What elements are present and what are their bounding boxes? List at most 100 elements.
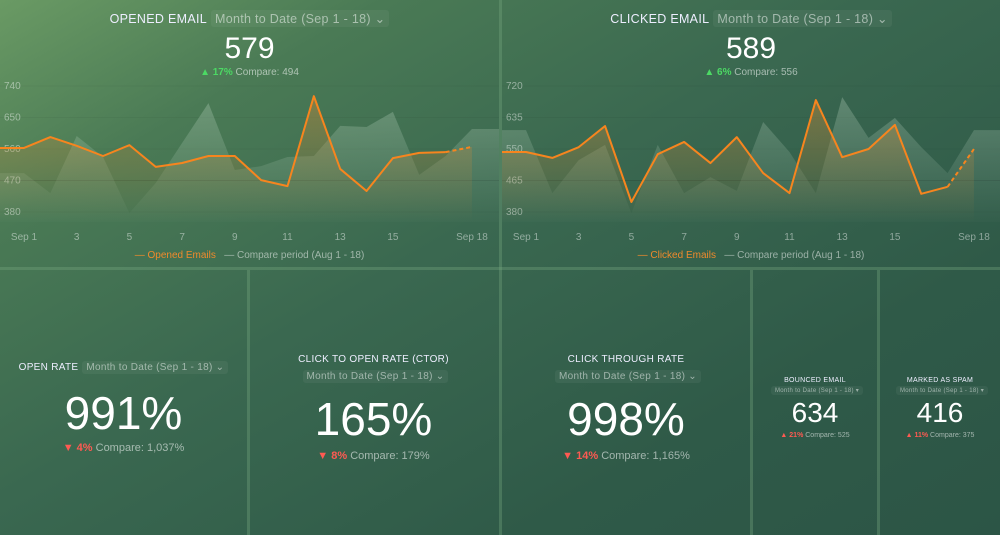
x-tick-label: 13 bbox=[837, 232, 849, 243]
change-percent: 14% bbox=[576, 450, 599, 462]
main-series-projection bbox=[946, 148, 975, 188]
legend-compare[interactable]: — Compare period (Aug 1 - 18) bbox=[724, 250, 865, 261]
compare-value: Compare: 525 bbox=[805, 432, 850, 439]
chevron-down-icon: ⌄ bbox=[435, 371, 445, 382]
x-tick-label: 9 bbox=[232, 232, 238, 243]
compare-value: Compare: 1,165% bbox=[601, 450, 690, 462]
metric-value: 991% bbox=[64, 387, 183, 439]
change-percent: 4% bbox=[76, 442, 93, 454]
x-tick-label: Sep 18 bbox=[456, 232, 488, 243]
legend-compare-label: Compare period (Aug 1 - 18) bbox=[737, 250, 865, 261]
period-dropdown[interactable]: Month to Date (Sep 1 - 18) ⌄ bbox=[211, 10, 390, 27]
triangle-down-icon: ▼ bbox=[62, 442, 74, 454]
metric-value: 589 bbox=[725, 32, 777, 65]
metric-value: 579 bbox=[224, 32, 275, 65]
period-label: Month to Date (Sep 1 - 18) bbox=[899, 388, 979, 394]
triangle-up-icon: ▲ bbox=[780, 432, 788, 439]
period-label: Month to Date (Sep 1 - 18) bbox=[215, 12, 371, 26]
main-series-line bbox=[0, 95, 446, 192]
metric-value: 998% bbox=[567, 393, 685, 445]
period-label: Month to Date (Sep 1 - 18) bbox=[559, 371, 686, 382]
chevron-down-icon: ⌄ bbox=[876, 12, 888, 26]
change-percent: 11% bbox=[914, 432, 929, 439]
x-tick-label: 5 bbox=[629, 232, 635, 243]
legend-main[interactable]: — Opened Emails bbox=[134, 250, 216, 261]
change-percent: 17% bbox=[212, 67, 233, 78]
legend-main[interactable]: — Clicked Emails bbox=[637, 250, 716, 261]
x-tick-label: 15 bbox=[889, 232, 901, 243]
period-label: Month to Date (Sep 1 - 18) bbox=[86, 362, 213, 373]
x-tick-label: 3 bbox=[576, 232, 582, 243]
legend-main-label: Opened Emails bbox=[147, 250, 216, 261]
period-dropdown[interactable]: Month to Date (Sep 1 - 18) ▾ bbox=[770, 386, 864, 395]
click-through-rate-widget: CLICK THROUGH RATE Month to Date (Sep 1 -… bbox=[502, 270, 750, 535]
x-tick-label: Sep 18 bbox=[958, 232, 990, 243]
chevron-down-icon: ⌄ bbox=[374, 12, 386, 26]
x-tick-label: 11 bbox=[282, 232, 293, 243]
x-tick-label: 11 bbox=[784, 232, 795, 243]
y-tick-label: 635 bbox=[506, 113, 523, 124]
legend-compare-label: Compare period (Aug 1 - 18) bbox=[236, 250, 365, 261]
main-area bbox=[502, 100, 974, 222]
chevron-down-icon: ⌄ bbox=[215, 362, 225, 373]
period-dropdown[interactable]: Month to Date (Sep 1 - 18) ⌄ bbox=[555, 370, 701, 383]
chevron-down-icon: ▾ bbox=[855, 388, 860, 394]
change-percent: 6% bbox=[717, 67, 732, 78]
period-dropdown[interactable]: Month to Date (Sep 1 - 18) ⌄ bbox=[713, 10, 892, 27]
y-tick-label: 720 bbox=[506, 81, 523, 92]
legend-main-label: Clicked Emails bbox=[650, 250, 716, 261]
divider bbox=[499, 0, 502, 535]
triangle-up-icon: ▲ bbox=[704, 67, 715, 78]
chevron-down-icon: ⌄ bbox=[688, 371, 697, 382]
period-dropdown[interactable]: Month to Date (Sep 1 - 18) ⌄ bbox=[302, 370, 449, 383]
ctor-widget: CLICK TO OPEN RATE (CTOR) Month to Date (… bbox=[250, 270, 497, 535]
compare-value: Compare: 494 bbox=[235, 67, 299, 78]
change-percent: 21% bbox=[789, 432, 804, 439]
main-series-projection bbox=[445, 145, 473, 154]
y-tick-label: 740 bbox=[4, 81, 21, 92]
x-tick-label: 5 bbox=[127, 232, 133, 243]
period-dropdown[interactable]: Month to Date (Sep 1 - 18) ▾ bbox=[895, 386, 989, 395]
compare-value: Compare: 375 bbox=[930, 432, 975, 439]
widget-title: CLICKED EMAIL bbox=[610, 12, 710, 26]
clicked-email-widget: CLICKED EMAIL Month to Date (Sep 1 - 18) … bbox=[502, 0, 1000, 267]
opened-email-widget: OPENED EMAIL Month to Date (Sep 1 - 18) ⌄… bbox=[0, 0, 499, 267]
widget-title: MARKED AS SPAM bbox=[906, 377, 974, 384]
compare-value: Compare: 179% bbox=[350, 450, 430, 462]
metric-value: 165% bbox=[314, 393, 433, 445]
triangle-down-icon: ▼ bbox=[317, 450, 329, 462]
x-tick-label: 15 bbox=[387, 232, 399, 243]
triangle-up-icon: ▲ bbox=[905, 432, 913, 439]
chevron-down-icon: ▾ bbox=[980, 388, 985, 394]
period-label: Month to Date (Sep 1 - 18) bbox=[306, 371, 433, 382]
triangle-up-icon: ▲ bbox=[200, 67, 210, 78]
period-dropdown[interactable]: Month to Date (Sep 1 - 18) ⌄ bbox=[82, 361, 229, 374]
widget-title: CLICK TO OPEN RATE (CTOR) bbox=[298, 354, 449, 365]
x-tick-label: 13 bbox=[335, 232, 347, 243]
widget-title: CLICK THROUGH RATE bbox=[567, 354, 685, 365]
compare-value: Compare: 1,037% bbox=[95, 442, 185, 454]
widget-title: OPEN RATE bbox=[18, 362, 79, 373]
widget-title: OPENED EMAIL bbox=[109, 12, 207, 26]
y-tick-label: 650 bbox=[4, 113, 21, 124]
marked-as-spam-widget: MARKED AS SPAM Month to Date (Sep 1 - 18)… bbox=[880, 270, 1000, 535]
legend-compare[interactable]: — Compare period (Aug 1 - 18) bbox=[224, 250, 365, 261]
x-tick-label: 9 bbox=[734, 232, 740, 243]
period-label: Month to Date (Sep 1 - 18) bbox=[717, 12, 874, 26]
divider bbox=[0, 267, 1000, 270]
period-label: Month to Date (Sep 1 - 18) bbox=[774, 388, 854, 394]
divider bbox=[750, 270, 753, 535]
x-tick-label: 7 bbox=[179, 232, 185, 243]
triangle-down-icon: ▼ bbox=[562, 450, 574, 462]
x-tick-label: 3 bbox=[74, 232, 80, 243]
open-rate-widget: OPEN RATE Month to Date (Sep 1 - 18) ⌄ 99… bbox=[0, 270, 247, 535]
x-tick-label: Sep 1 bbox=[513, 232, 540, 243]
change-percent: 8% bbox=[331, 450, 348, 462]
compare-value: Compare: 556 bbox=[734, 67, 798, 78]
main-area bbox=[0, 96, 472, 222]
metric-value: 416 bbox=[916, 397, 964, 428]
main-series-line bbox=[502, 99, 948, 203]
divider bbox=[877, 270, 880, 535]
